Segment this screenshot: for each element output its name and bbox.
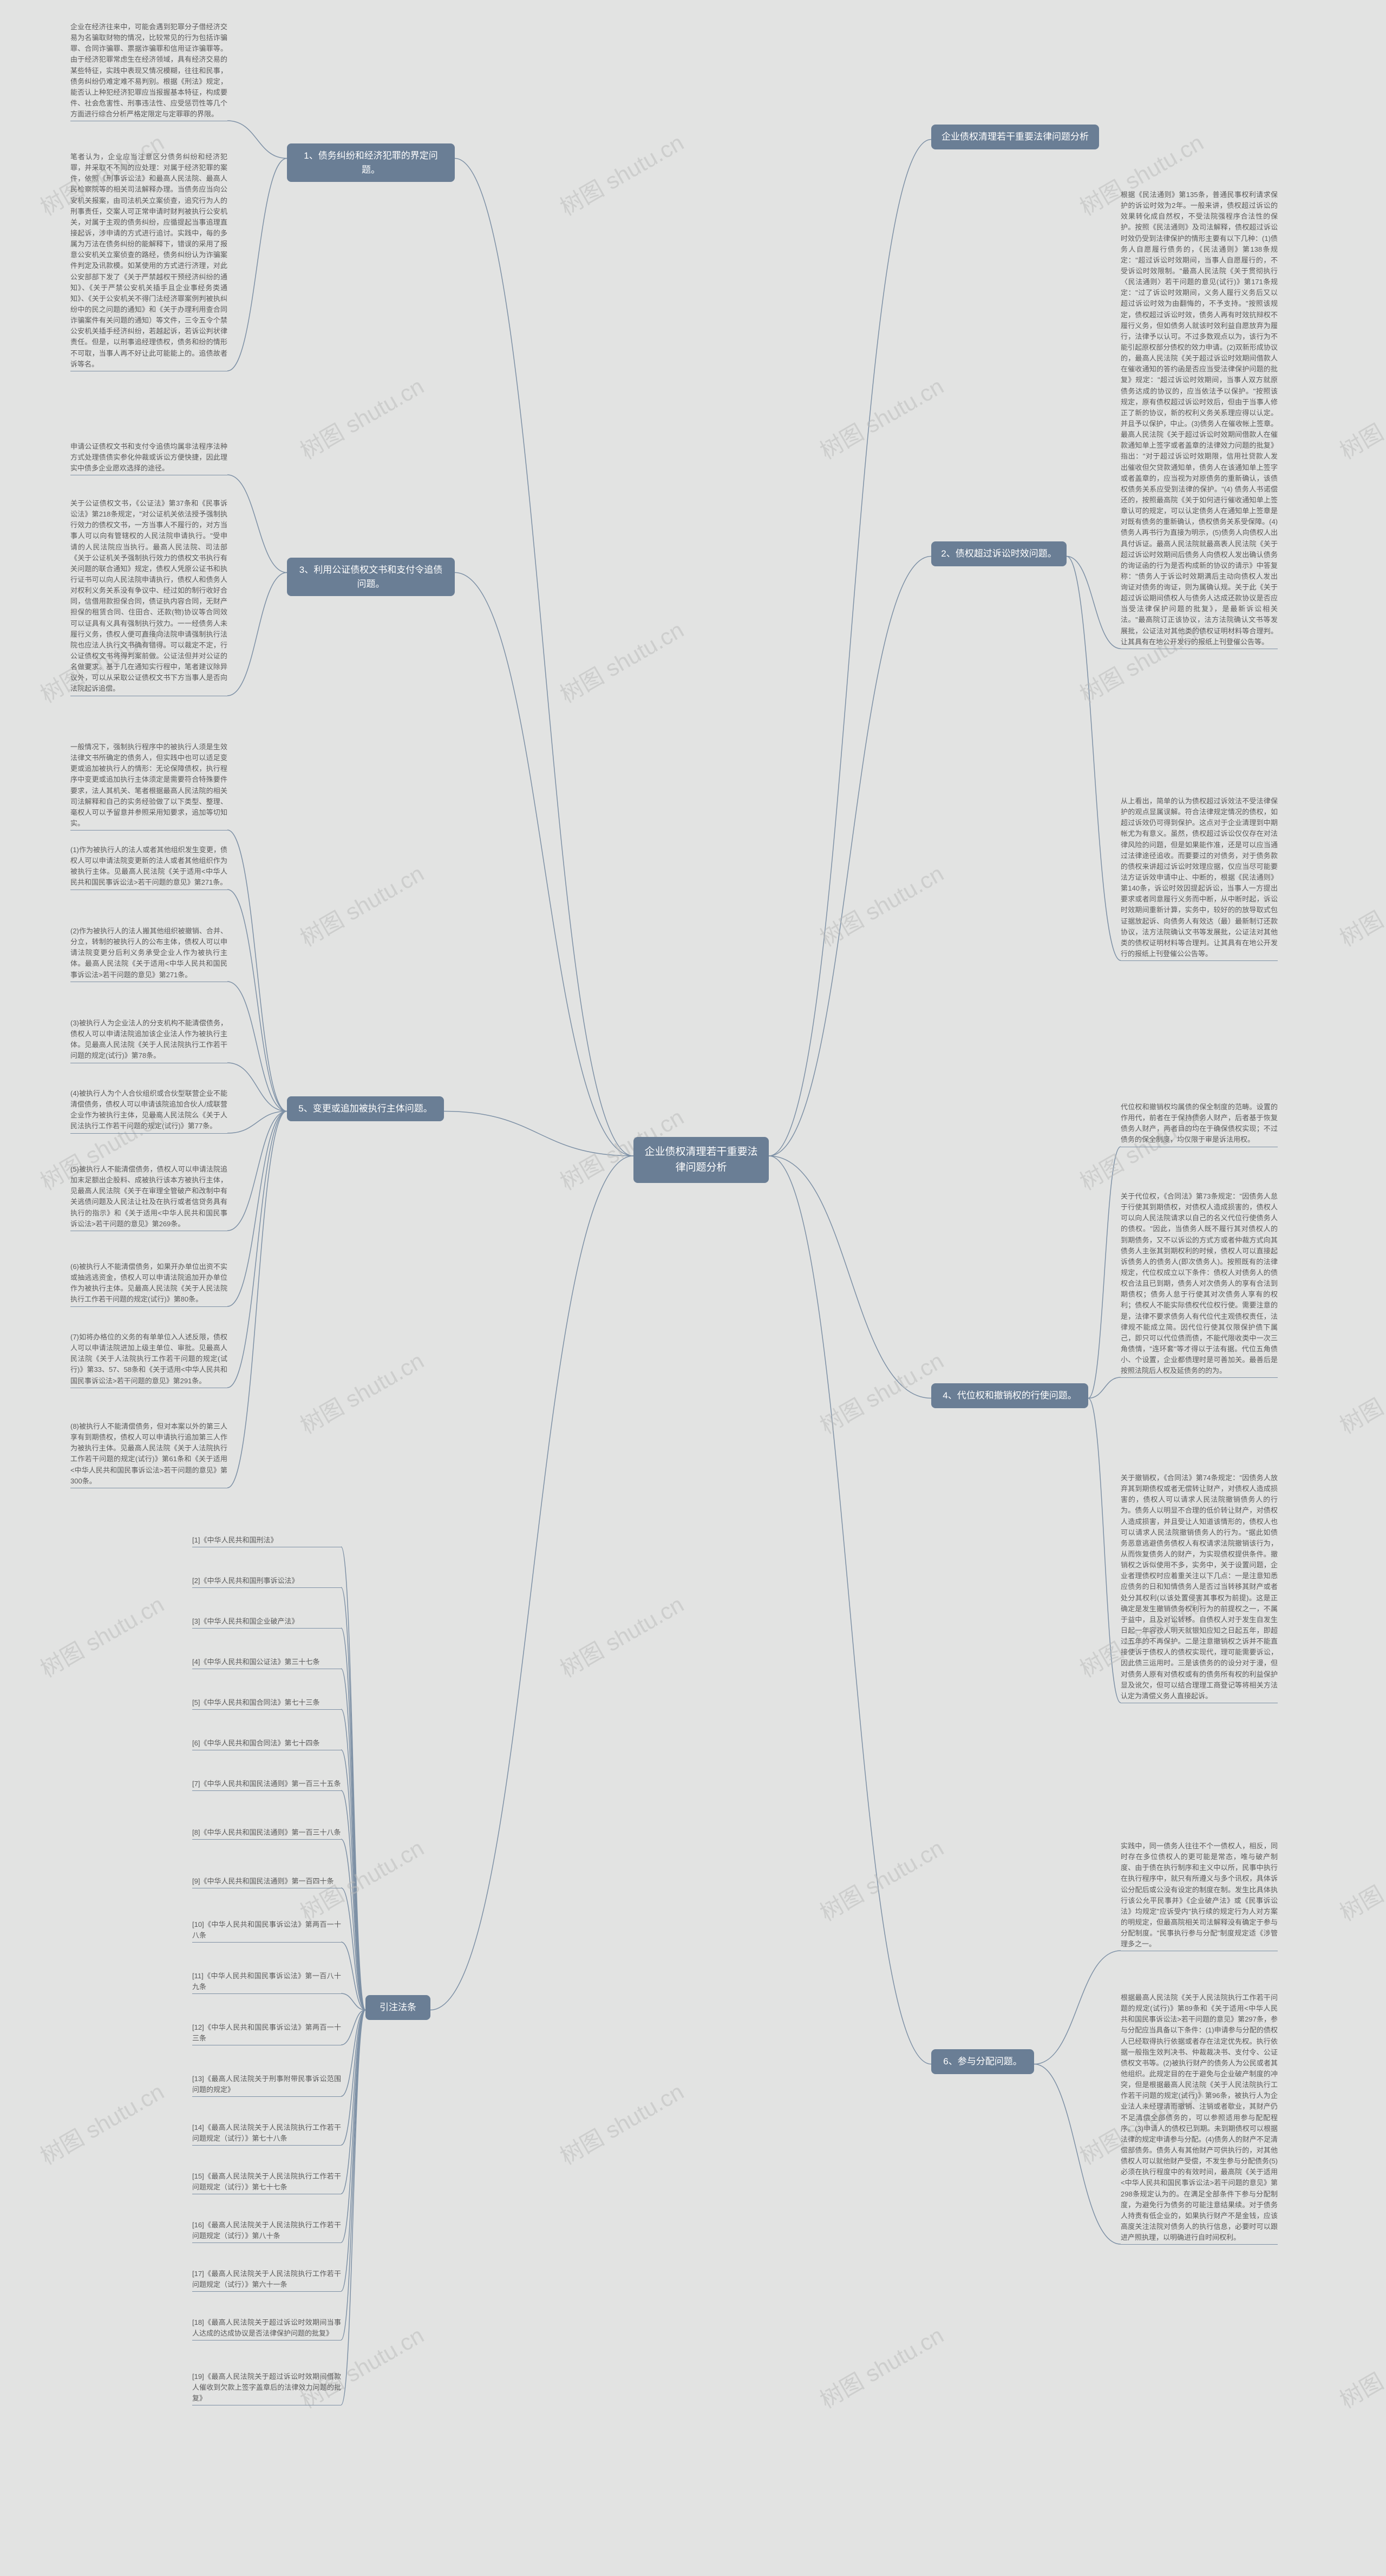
leaf-text: [5]《中华人民共和国合同法》第七十三条 — [192, 1697, 341, 1708]
leaf-underline — [192, 1709, 341, 1710]
watermark: 树图 shutu.cn — [553, 125, 689, 222]
leaf-text: 关于撤销权，《合同法》第74条规定："因债务人放弃其到期债权或者无偿转让财产，对… — [1121, 1473, 1278, 1702]
leaf-text: 根据最高人民法院《关于人民法院执行工作若干问题的规定(试行)》第89条和《关于适… — [1121, 1992, 1278, 2243]
leaf-underline — [192, 2096, 341, 2097]
branch-node: 1、债务纠纷和经济犯罪的界定问题。 — [287, 143, 455, 182]
leaf-text: 代位权和撤销权均属债的保全制度的范畴。设置的作用代，前者在于保持债务人财产，后者… — [1121, 1102, 1278, 1146]
leaf-underline — [192, 2242, 341, 2243]
watermark: 树图 shutu.cn — [1333, 1343, 1386, 1440]
watermark: 树图 shutu.cn — [813, 2317, 949, 2415]
leaf-text: [6]《中华人民共和国合同法》第七十四条 — [192, 1738, 341, 1749]
leaf-text: [2]《中华人民共和国刑事诉讼法》 — [192, 1575, 341, 1586]
leaf-text: (8)被执行人不能清偿债务，但对本案以外的第三人享有到期债权，债权人可以申请执行… — [70, 1421, 227, 1487]
watermark: 树图 shutu.cn — [293, 855, 429, 953]
leaf-text: [4]《中华人民共和国公证法》第三十七条 — [192, 1657, 341, 1668]
leaf-text: 笔者认为，企业应当注意区分债务纠纷和经济犯罪，并采取不不同的应处理：对属于经济犯… — [70, 152, 227, 370]
leaf-text: 从上看出，简单的认为债权超过诉效法不受法律保护的观点显属误解。符合法律规定情况的… — [1121, 796, 1278, 959]
branch-node: 2、债权超过诉讼时效问题。 — [931, 541, 1067, 566]
watermark: 树图 shutu.cn — [813, 855, 949, 953]
leaf-underline — [192, 1839, 341, 1840]
watermark: 树图 shutu.cn — [813, 1830, 949, 1927]
leaf-underline — [70, 830, 227, 831]
root-node: 企业债权清理若干重要法律问题分析 — [633, 1137, 769, 1183]
leaf-text: [17]《最高人民法院关于人民法院执行工作若干问题规定（试行）》第六十一条 — [192, 2268, 341, 2290]
leaf-text: (2)作为被执行人的法人搬其他组织被撤销、合并、分立，转制的被执行人的公布主体，… — [70, 926, 227, 980]
leaf-text: 实践中，同一债务人往往不个一债权人，相反，同时存在多位债权人的更可能是常态，唯与… — [1121, 1841, 1278, 1950]
leaf-underline — [70, 1306, 227, 1307]
leaf-underline — [192, 1942, 341, 1943]
leaf-text: [13]《最高人民法院关于刑事附带民事诉讼范围问题的规定》 — [192, 2074, 341, 2095]
leaf-underline — [192, 2291, 341, 2292]
leaf-text: 关于公证债权文书，《公证法》第37条和《民事诉讼法》第218条规定，"对公证机关… — [70, 498, 227, 695]
branch-node: 5、变更或追加被执行主体问题。 — [287, 1096, 444, 1121]
watermark: 树图 shutu.cn — [1333, 368, 1386, 466]
leaf-text: (5)被执行人不能清偿债务，债权人可以申请法院追加末足额出企股料、成被执行该本方… — [70, 1164, 227, 1230]
leaf-text: [3]《中华人民共和国企业破产法》 — [192, 1616, 341, 1627]
leaf-text: [19]《最高人民法院关于超过诉讼时效期间借款人催收到欠款上签字盖章后的法律效力… — [192, 2371, 341, 2404]
leaf-underline — [1121, 960, 1278, 961]
watermark: 树图 shutu.cn — [293, 1343, 429, 1440]
leaf-underline — [1121, 2244, 1278, 2245]
watermark: 树图 shutu.cn — [553, 612, 689, 709]
leaf-text: (7)如将办格位的义务的有单单位入人述反限，债权人可以申请法院进加上级主单位、审… — [70, 1332, 227, 1387]
leaf-text: [1]《中华人民共和国刑法》 — [192, 1535, 341, 1546]
leaf-text: [18]《最高人民法院关于超过诉讼时效期间当事人达成的达成协议是否法律保护问题的… — [192, 2317, 341, 2339]
watermark: 树图 shutu.cn — [553, 1586, 689, 1684]
leaf-text: 根据《民法通则》第135条，普通民事权利请求保护的诉讼时效为2年。一般来讲，债权… — [1121, 189, 1278, 648]
leaf-text: 关于代位权，《合同法》第73条规定："因债务人怠于行使其到期债权，对债权人造成损… — [1121, 1191, 1278, 1376]
watermark: 树图 shutu.cn — [1333, 2317, 1386, 2415]
leaf-text: [14]《最高人民法院关于人民法院执行工作若干问题规定（试行）》第七十八条 — [192, 2122, 341, 2144]
leaf-text: [10]《中华人民共和国民事诉讼法》第两百一十八条 — [192, 1919, 341, 1941]
leaf-text: [15]《最高人民法院关于人民法院执行工作若干问题规定（试行）》第七十七条 — [192, 2171, 341, 2193]
leaf-underline — [192, 1993, 341, 1994]
leaf-text: [12]《中华人民共和国民事诉讼法》第两百一十三条 — [192, 2022, 341, 2044]
leaf-text: (4)被执行人为个人合伙组织或合伙型联营企业不能清偿债务，债权人可以申请该院追加… — [70, 1088, 227, 1132]
branch-node: 3、利用公证债权文书和支付令追债问题。 — [287, 558, 455, 596]
leaf-underline — [70, 1133, 227, 1134]
leaf-text: (6)被执行人不能清偿债务，如果开办单位出资不实或抽逃逃资金，债权人可以申请法院… — [70, 1261, 227, 1305]
watermark: 树图 shutu.cn — [813, 368, 949, 466]
branch-node: 4、代位权和撤销权的行使问题。 — [931, 1383, 1088, 1408]
leaf-text: [16]《最高人民法院关于人民法院执行工作若干问题规定（试行）》第八十条 — [192, 2220, 341, 2241]
leaf-text: [11]《中华人民共和国民事诉讼法》第一百八十九条 — [192, 1971, 341, 1992]
leaf-text: (1)作为被执行人的法人或者其他组织发生变更，债权人可以申请法院变更新的法人或者… — [70, 845, 227, 888]
watermark: 树图 shutu.cn — [34, 1586, 169, 1684]
leaf-underline — [192, 1587, 341, 1588]
branch-node: 企业债权清理若干重要法律问题分析 — [931, 125, 1099, 149]
leaf-text: 一般情况下，强制执行程序中的被执行人须是生效法律文书所确定的债务人，但实践中也可… — [70, 742, 227, 829]
leaf-text: 申请公证债权文书和支付令追债均属非法程序法种方式处理债债实参化仲裁或诉讼方便快捷… — [70, 441, 227, 474]
leaf-text: [7]《中华人民共和国民法通则》第一百三十五条 — [192, 1779, 341, 1789]
watermark: 树图 shutu.cn — [1333, 855, 1386, 953]
leaf-text: (3)被执行人为企业法人的分支机构不能清偿债务，债权人可以申请法院追加该企业法人… — [70, 1018, 227, 1062]
branch-node: 6、参与分配问题。 — [931, 2049, 1034, 2074]
watermark: 树图 shutu.cn — [553, 2074, 689, 2171]
leaf-text: [8]《中华人民共和国民法通则》第一百三十八条 — [192, 1827, 341, 1838]
leaf-underline — [1121, 1377, 1278, 1378]
leaf-text: [9]《中华人民共和国民法通则》第一百四十条 — [192, 1876, 341, 1887]
watermark: 树图 shutu.cn — [293, 368, 429, 466]
watermark: 树图 shutu.cn — [813, 1343, 949, 1440]
watermark: 树图 shutu.cn — [1333, 1830, 1386, 1927]
leaf-underline — [192, 2145, 341, 2146]
leaf-underline — [192, 1628, 341, 1629]
branch-node: 引注法条 — [365, 1995, 430, 2020]
watermark: 树图 shutu.cn — [34, 2074, 169, 2171]
leaf-text: 企业在经济往来中，可能会遇到犯罪分子借经济交易为名骗取财物的情况，比较常见的行为… — [70, 22, 227, 120]
leaf-underline — [192, 1790, 341, 1791]
